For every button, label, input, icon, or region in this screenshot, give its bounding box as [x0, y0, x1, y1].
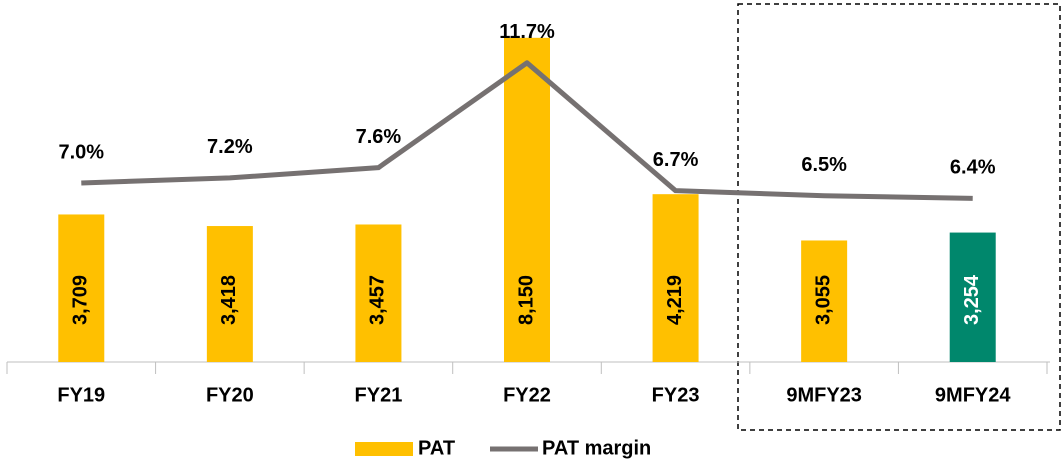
bar-value-label: 3,254 [961, 274, 983, 325]
line-value-label: 6.4% [950, 157, 996, 179]
line-value-label: 6.7% [653, 149, 699, 171]
line-value-label: 7.0% [58, 141, 104, 163]
bar-value-label: 3,457 [367, 275, 389, 325]
bar-value-label: 3,418 [218, 275, 240, 325]
bar [355, 224, 402, 362]
line [81, 60, 973, 201]
bar [504, 37, 550, 363]
x-tick-label: 9MFY23 [786, 384, 862, 406]
bar-value-label: 4,219 [664, 275, 686, 325]
line-value-label: 6.5% [801, 154, 847, 176]
highlight-box [737, 3, 1061, 431]
bar-value-label: 3,055 [812, 275, 834, 325]
bar-value-label: 8,150 [515, 275, 537, 325]
x-tick-label: FY19 [57, 384, 105, 406]
legend-swatch [355, 442, 413, 456]
bar-value-label: 3,709 [70, 275, 92, 325]
x-tick-label: 9MFY24 [935, 384, 1011, 406]
bar [206, 226, 253, 362]
line-value-label: 7.2% [207, 136, 253, 158]
legend-label: PAT [418, 437, 455, 459]
x-tick-label: FY23 [652, 384, 700, 406]
x-tick-label: FY20 [206, 384, 254, 406]
bar [801, 240, 848, 362]
bar [652, 194, 699, 362]
bar [949, 232, 996, 362]
x-tick-label: FY21 [355, 384, 403, 406]
legend-label: PAT margin [542, 437, 651, 459]
x-tick-label: FY22 [503, 384, 551, 406]
line-value-label: 11.7% [499, 21, 555, 43]
line-value-label: 7.6% [356, 126, 402, 148]
bar [58, 214, 105, 362]
